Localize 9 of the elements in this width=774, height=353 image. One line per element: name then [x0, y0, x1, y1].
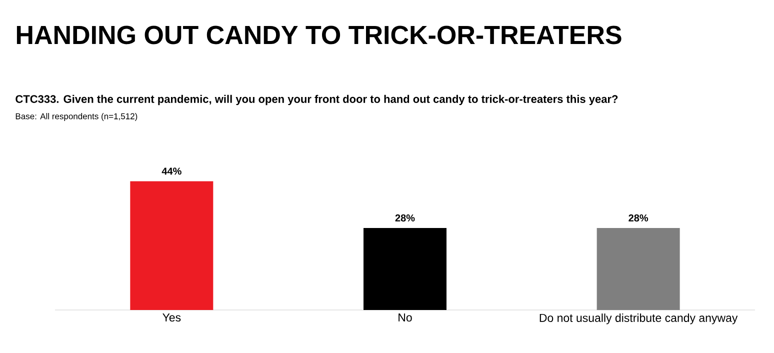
chart-subtitle: CTC333. Given the current pandemic, will you open your front door to hand out candy to trick-or-treaters this year? [16, 94, 618, 106]
data-label: 28% [395, 214, 415, 222]
data-label: 44% [162, 168, 182, 175]
x-tick-label: Yes [162, 314, 181, 322]
x-tick-label: No [398, 314, 412, 322]
x-tick-label: Do not usually distribute candy anyway [540, 314, 738, 324]
text: Base: All respondents (n=1,512) [16, 113, 138, 121]
chart-title: HANDING OUT CANDY TO TRICK-OR-TREATERS [16, 26, 622, 44]
data-label: 28% [628, 214, 648, 222]
